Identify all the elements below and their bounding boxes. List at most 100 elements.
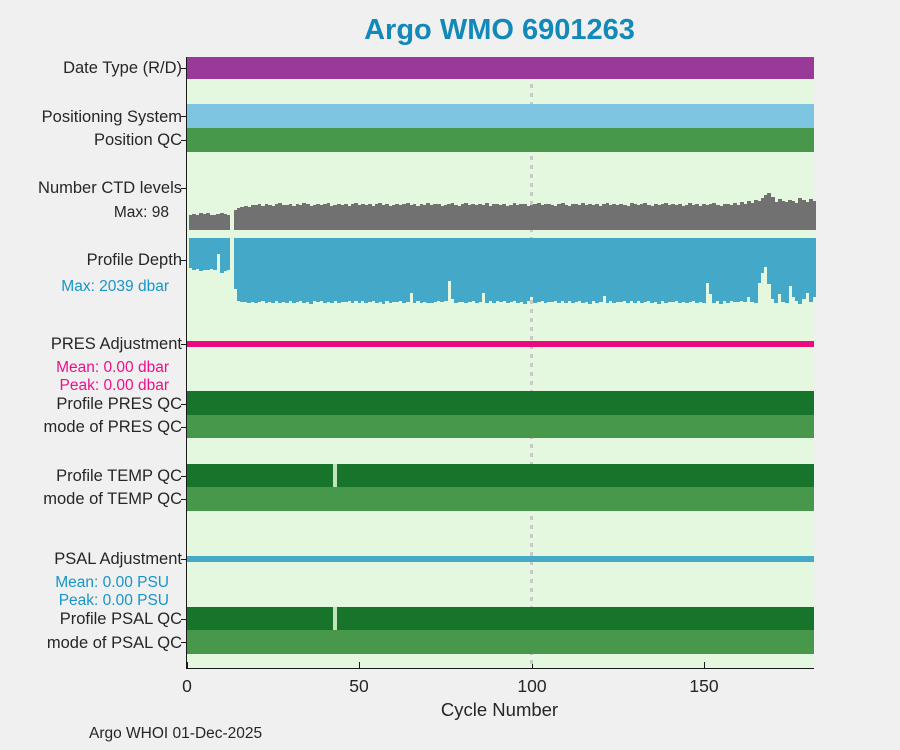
depth-bar [650, 237, 655, 304]
ctd-level-bar [188, 214, 193, 230]
label-profile-temp-qc: Profile TEMP QC [56, 467, 182, 485]
depth-bar [360, 237, 365, 301]
x-axis-label: Cycle Number [440, 699, 559, 720]
depth-bar [636, 237, 641, 301]
ctd-level-bar [543, 204, 548, 230]
ctd-level-bar [798, 198, 803, 230]
ctd-level-bar [774, 201, 779, 230]
band-date-type [187, 57, 814, 79]
xtick-label-100: 100 [517, 676, 547, 696]
depth-bar [640, 237, 644, 303]
depth-bar [467, 237, 472, 302]
ctd-level-bar [812, 200, 817, 230]
ctd-level-bar [619, 203, 624, 230]
ctd-level-bar [491, 204, 496, 230]
depth-bar [660, 237, 665, 302]
ctd-level-bar [233, 210, 238, 230]
band-mode-pres-qc [187, 415, 814, 438]
depth-bar [646, 237, 651, 301]
ctd-level-bar [484, 202, 489, 230]
band-profile-temp-qc [187, 464, 814, 487]
xtick-0 [187, 662, 188, 668]
depth-bar [440, 237, 445, 303]
ctd-level-bar [298, 205, 303, 230]
ctd-level-bar [557, 203, 562, 230]
depth-bar [801, 237, 806, 299]
depth-bar [788, 237, 792, 287]
ctd-level-bar [471, 203, 476, 230]
depth-bar [450, 237, 455, 299]
ctd-level-bar [808, 199, 813, 230]
ctd-level-bar [698, 206, 703, 230]
ctd-level-bar [795, 202, 799, 230]
ctd-level-bar [660, 204, 665, 230]
ytick [181, 260, 186, 261]
depth-bar [619, 237, 624, 303]
band-positioning [187, 104, 814, 128]
depth-bar [388, 237, 393, 303]
ctd-level-bar [550, 205, 555, 230]
depth-bar [319, 237, 324, 302]
ctd-level-bar [609, 205, 613, 230]
ctd-level-bar [571, 203, 575, 230]
band-pres-adjustment [187, 341, 814, 347]
depth-bar [257, 237, 262, 303]
ctd-level-bar [664, 202, 668, 230]
ctd-level-bar [371, 205, 376, 230]
ctd-level-bar [684, 204, 689, 230]
depth-bar [557, 237, 562, 304]
label-profile-pres-qc: Profile PRES QC [56, 395, 182, 413]
ctd-level-bar [264, 203, 269, 230]
ctd-level-bar [199, 213, 203, 230]
ctd-level-bar [261, 205, 265, 230]
ctd-level-bar [764, 195, 768, 230]
ytick [181, 344, 186, 345]
depth-bar [378, 237, 383, 302]
ctd-level-bar [598, 205, 603, 230]
ctd-level-bar [605, 203, 610, 230]
depth-bar [464, 237, 469, 304]
depth-bar [612, 237, 617, 304]
label-mode-psal-qc: mode of PSAL QC [46, 634, 182, 652]
depth-bar [223, 237, 228, 271]
ctd-level-bar [560, 203, 565, 230]
ctd-level-bar [343, 203, 348, 230]
ctd-level-bar [388, 206, 393, 230]
depth-bar [764, 237, 768, 267]
depth-bar [698, 237, 703, 302]
xtick-150 [704, 662, 705, 668]
depth-bar [419, 237, 424, 304]
label-pres-peak: Peak: 0.00 dbar [59, 377, 169, 394]
depth-bar [371, 237, 376, 301]
ctd-level-bar [257, 204, 262, 230]
depth-bar [688, 237, 693, 302]
ctd-level-bar [453, 204, 458, 230]
ctd-level-bar [443, 205, 448, 230]
depth-bar [412, 237, 417, 303]
ctd-level-bar [512, 203, 517, 230]
ctd-level-bar [674, 205, 679, 230]
depth-bar [295, 237, 300, 303]
depth-bar [574, 237, 579, 303]
depth-bar [536, 237, 541, 302]
depth-bar [443, 237, 448, 302]
ctd-level-bar [622, 204, 627, 230]
ytick [181, 642, 186, 643]
ctd-level-bar [364, 204, 369, 230]
depth-bar [478, 237, 482, 302]
depth-bar [550, 237, 555, 303]
depth-bar [209, 237, 214, 270]
ctd-level-bar [633, 204, 637, 230]
depth-bar [233, 237, 238, 290]
ctd-level-bar [292, 205, 296, 230]
ctd-level-bar [640, 203, 644, 230]
ctd-level-bar [777, 199, 782, 230]
ctd-level-bar [612, 203, 617, 230]
depth-bar [584, 237, 589, 302]
depth-bar [495, 237, 500, 302]
ctd-level-bar [316, 203, 321, 230]
ytick [181, 68, 186, 69]
depth-bar [605, 237, 610, 303]
depth-bar [474, 237, 479, 304]
depth-bar [591, 237, 596, 302]
